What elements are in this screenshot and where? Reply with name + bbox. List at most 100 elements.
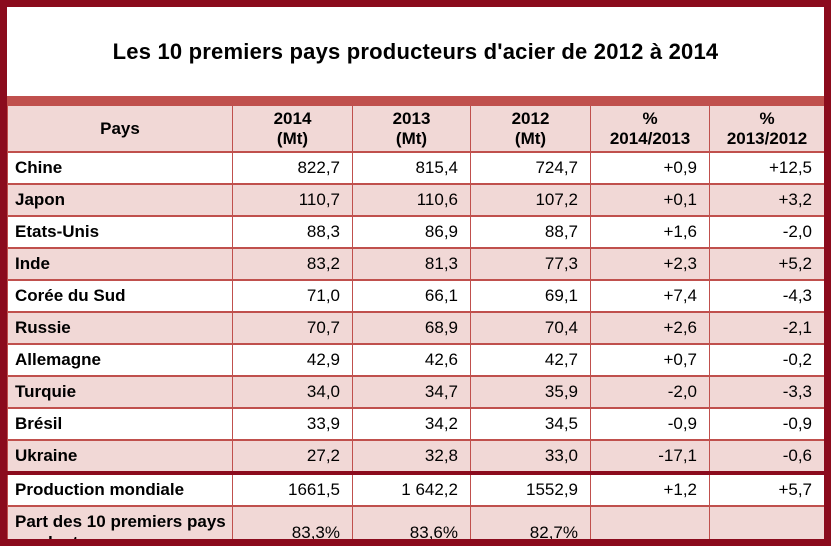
value-cell-2014: 83,3%	[232, 505, 353, 539]
table-header: Pays 2014 (Mt) 2013 (Mt) 2012 (Mt)	[7, 104, 824, 153]
value-cell-pct-2014-2013: +1,6	[590, 215, 710, 249]
table-row-chine: Chine 822,7 815,4 724,7 +0,9 +12,5	[7, 151, 824, 185]
value-cell-pct-2013-2012: -0,6	[709, 439, 824, 474]
value-cell-2013: 86,9	[352, 215, 471, 249]
value-cell-pct-2013-2012: -4,3	[709, 279, 824, 313]
value-cell-2012: 82,7%	[470, 505, 591, 539]
table-row-bresil: Brésil 33,9 34,2 34,5 -0,9 -0,9	[7, 407, 824, 441]
col-header-2014: 2014 (Mt)	[232, 104, 353, 153]
col-header-pct-2014-2013: % 2014/2013	[590, 104, 710, 153]
value-cell-pct-2014-2013	[590, 505, 710, 539]
country-cell: Brésil	[7, 407, 233, 441]
value-cell-2013: 1 642,2	[352, 471, 471, 507]
country-cell: Etats-Unis	[7, 215, 233, 249]
value-cell-2013: 32,8	[352, 439, 471, 474]
table-row-etats-unis: Etats-Unis 88,3 86,9 88,7 +1,6 -2,0	[7, 215, 824, 249]
col-header-unit: (Mt)	[514, 128, 547, 148]
col-header-label: 2012	[511, 108, 550, 128]
col-header-pct-2013-2012: % 2013/2012	[709, 104, 824, 153]
value-cell-2013: 83,6%	[352, 505, 471, 539]
value-cell-2012: 35,9	[470, 375, 591, 409]
steel-production-table: Pays 2014 (Mt) 2013 (Mt) 2012 (Mt)	[7, 104, 824, 539]
col-header-unit: 2013/2012	[726, 128, 808, 148]
value-cell-pct-2014-2013: +2,6	[590, 311, 710, 345]
country-cell: Russie	[7, 311, 233, 345]
value-cell-2013: 66,1	[352, 279, 471, 313]
value-cell-pct-2013-2012: -0,9	[709, 407, 824, 441]
country-cell: Japon	[7, 183, 233, 217]
table-row-turquie: Turquie 34,0 34,7 35,9 -2,0 -3,3	[7, 375, 824, 409]
value-cell-pct-2014-2013: +7,4	[590, 279, 710, 313]
value-cell-2014: 27,2	[232, 439, 353, 474]
value-cell-2014: 33,9	[232, 407, 353, 441]
table-row-production-mondiale: Production mondiale 1661,5 1 642,2 1552,…	[7, 471, 824, 507]
value-cell-pct-2014-2013: -2,0	[590, 375, 710, 409]
value-cell-2014: 71,0	[232, 279, 353, 313]
table-row-inde: Inde 83,2 81,3 77,3 +2,3 +5,2	[7, 247, 824, 281]
value-cell-pct-2014-2013: +2,3	[590, 247, 710, 281]
col-header-unit: (Mt)	[395, 128, 428, 148]
country-cell: Chine	[7, 151, 233, 185]
header-accent-strip	[7, 96, 824, 104]
value-cell-2013: 81,3	[352, 247, 471, 281]
value-cell-pct-2014-2013: +0,1	[590, 183, 710, 217]
value-cell-2013: 34,7	[352, 375, 471, 409]
col-header-unit: 2014/2013	[609, 128, 691, 148]
value-cell-2013: 68,9	[352, 311, 471, 345]
value-cell-2014: 822,7	[232, 151, 353, 185]
value-cell-pct-2013-2012: -0,2	[709, 343, 824, 377]
value-cell-2014: 110,7	[232, 183, 353, 217]
value-cell-2014: 1661,5	[232, 471, 353, 507]
table-row-part-10-premiers: Part des 10 premiers pays producteurs 83…	[7, 505, 824, 539]
value-cell-pct-2014-2013: -17,1	[590, 439, 710, 474]
value-cell-pct-2013-2012: +3,2	[709, 183, 824, 217]
table-wrap: Pays 2014 (Mt) 2013 (Mt) 2012 (Mt)	[7, 104, 824, 539]
value-cell-pct-2014-2013: -0,9	[590, 407, 710, 441]
header-row: Pays 2014 (Mt) 2013 (Mt) 2012 (Mt)	[7, 104, 824, 153]
value-cell-pct-2013-2012: +5,7	[709, 471, 824, 507]
value-cell-2013: 815,4	[352, 151, 471, 185]
value-cell-2012: 42,7	[470, 343, 591, 377]
value-cell-pct-2014-2013: +0,7	[590, 343, 710, 377]
country-cell: Turquie	[7, 375, 233, 409]
value-cell-2012: 1552,9	[470, 471, 591, 507]
value-cell-2014: 70,7	[232, 311, 353, 345]
value-cell-2013: 110,6	[352, 183, 471, 217]
value-cell-2012: 69,1	[470, 279, 591, 313]
title-area: Les 10 premiers pays producteurs d'acier…	[7, 7, 824, 96]
col-header-unit: (Mt)	[276, 128, 309, 148]
col-header-label: 2013	[392, 108, 431, 128]
country-cell: Production mondiale	[7, 471, 233, 507]
value-cell-pct-2013-2012: +12,5	[709, 151, 824, 185]
value-cell-2012: 33,0	[470, 439, 591, 474]
country-cell: Ukraine	[7, 439, 233, 474]
value-cell-pct-2013-2012: +5,2	[709, 247, 824, 281]
value-cell-pct-2013-2012: -2,1	[709, 311, 824, 345]
col-header-label: 2014	[273, 108, 312, 128]
col-header-label: %	[642, 108, 658, 128]
col-header-2012: 2012 (Mt)	[470, 104, 591, 153]
value-cell-2012: 88,7	[470, 215, 591, 249]
value-cell-2012: 77,3	[470, 247, 591, 281]
col-header-label: Pays	[100, 118, 140, 138]
country-cell: Part des 10 premiers pays producteurs	[7, 505, 233, 539]
table-row-allemagne: Allemagne 42,9 42,6 42,7 +0,7 -0,2	[7, 343, 824, 377]
country-cell: Corée du Sud	[7, 279, 233, 313]
country-cell: Inde	[7, 247, 233, 281]
col-header-label: %	[759, 108, 775, 128]
value-cell-2013: 34,2	[352, 407, 471, 441]
table-row-coree-du-sud: Corée du Sud 71,0 66,1 69,1 +7,4 -4,3	[7, 279, 824, 313]
table-row-ukraine: Ukraine 27,2 32,8 33,0 -17,1 -0,6	[7, 439, 824, 474]
value-cell-pct-2014-2013: +1,2	[590, 471, 710, 507]
value-cell-2012: 70,4	[470, 311, 591, 345]
country-cell: Allemagne	[7, 343, 233, 377]
value-cell-2013: 42,6	[352, 343, 471, 377]
value-cell-pct-2013-2012: -2,0	[709, 215, 824, 249]
table-row-japon: Japon 110,7 110,6 107,2 +0,1 +3,2	[7, 183, 824, 217]
table-row-russie: Russie 70,7 68,9 70,4 +2,6 -2,1	[7, 311, 824, 345]
col-header-2013: 2013 (Mt)	[352, 104, 471, 153]
value-cell-2012: 724,7	[470, 151, 591, 185]
value-cell-pct-2013-2012: -3,3	[709, 375, 824, 409]
value-cell-2012: 107,2	[470, 183, 591, 217]
value-cell-pct-2013-2012	[709, 505, 824, 539]
